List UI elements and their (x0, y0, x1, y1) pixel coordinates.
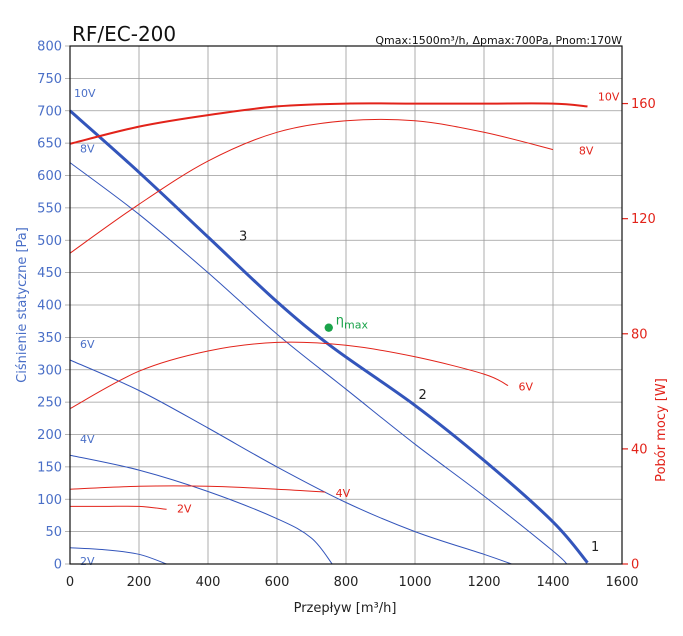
pressure-curve-label: 4V (80, 433, 95, 446)
pressure-curve-label: 2V (80, 555, 95, 568)
labels: 0 200 400 600 800 1000 1200 1400 160005010015020… (37, 40, 656, 591)
left-tick-label: 250 (37, 396, 62, 411)
x-axis-label: Przepływ [m³/h] (294, 601, 397, 616)
x-tick-label: 200 (127, 575, 152, 590)
pressure-curve-10V (69, 109, 589, 564)
pressure-curve-4V (69, 454, 333, 565)
right-tick-label: 0 (631, 558, 639, 573)
x-tick-label: 1000 (398, 575, 431, 590)
left-tick-label: 300 (37, 363, 62, 378)
x-tick-label: 1400 (536, 575, 569, 590)
left-tick-label: 700 (37, 104, 62, 119)
left-tick-label: 0 (54, 558, 62, 573)
pressure-curve-label: 8V (80, 143, 95, 156)
operating-point-label: 2 (418, 388, 426, 403)
power-curve-label: 8V (579, 145, 594, 158)
pressure-curve-label: 10V (74, 87, 96, 100)
power-curve-label: 2V (177, 502, 192, 515)
power-curve-6V (69, 341, 509, 410)
left-tick-label: 500 (37, 234, 62, 249)
x-tick-label: 600 (265, 575, 290, 590)
left-tick-label: 800 (37, 40, 62, 55)
operating-point-label: 3 (239, 229, 247, 244)
x-tick-label: 400 (196, 575, 221, 590)
left-tick-label: 200 (37, 428, 62, 443)
left-tick-label: 450 (37, 266, 62, 281)
plot-frame (69, 45, 623, 565)
curves (69, 102, 589, 565)
left-tick-label: 650 (37, 137, 62, 152)
power-curve-2V (70, 505, 167, 510)
x-tick-label: 800 (334, 575, 359, 590)
x-tick-label: 0 (66, 575, 74, 590)
x-tick-label: 1200 (467, 575, 500, 590)
right-tick-label: 120 (631, 212, 656, 227)
left-tick-label: 100 (37, 493, 62, 508)
left-tick-label: 750 (37, 72, 62, 87)
left-tick-label: 600 (37, 169, 62, 184)
left-tick-label: 550 (37, 201, 62, 216)
chart-title: RF/EC-200 (72, 22, 176, 46)
right-tick-label: 40 (631, 442, 648, 457)
x-tick-label: 1600 (605, 575, 638, 590)
pressure-curve-2V (69, 547, 167, 565)
right-tick-label: 80 (631, 327, 648, 342)
power-curve-label: 10V (598, 91, 620, 104)
operating-point-label: 1 (591, 540, 599, 555)
power-curve-10V (69, 102, 588, 145)
left-tick-label: 150 (37, 460, 62, 475)
left-tick-label: 50 (45, 525, 62, 540)
pressure-curve-6V (69, 359, 512, 565)
left-axis-label: Ciśnienie statyczne [Pa] (15, 227, 30, 383)
eta-max-marker (324, 323, 333, 332)
right-tick-label: 160 (631, 97, 656, 112)
eta-max-label: ηmax (336, 314, 369, 332)
power-curve-4V (69, 485, 326, 493)
left-tick-label: 350 (37, 331, 62, 346)
power-curve-label: 6V (519, 381, 534, 394)
power-curve-8V (69, 118, 554, 254)
pressure-curve-label: 6V (80, 338, 95, 351)
power-curve-label: 4V (336, 487, 351, 500)
right-axis-label: Pobór mocy [W] (654, 378, 669, 482)
left-tick-label: 400 (37, 299, 62, 314)
pressure-curve-8V (69, 162, 568, 565)
chart-specs: Qmax:1500m³/h, Δpmax:700Pa, Pnom:170W (375, 34, 622, 47)
